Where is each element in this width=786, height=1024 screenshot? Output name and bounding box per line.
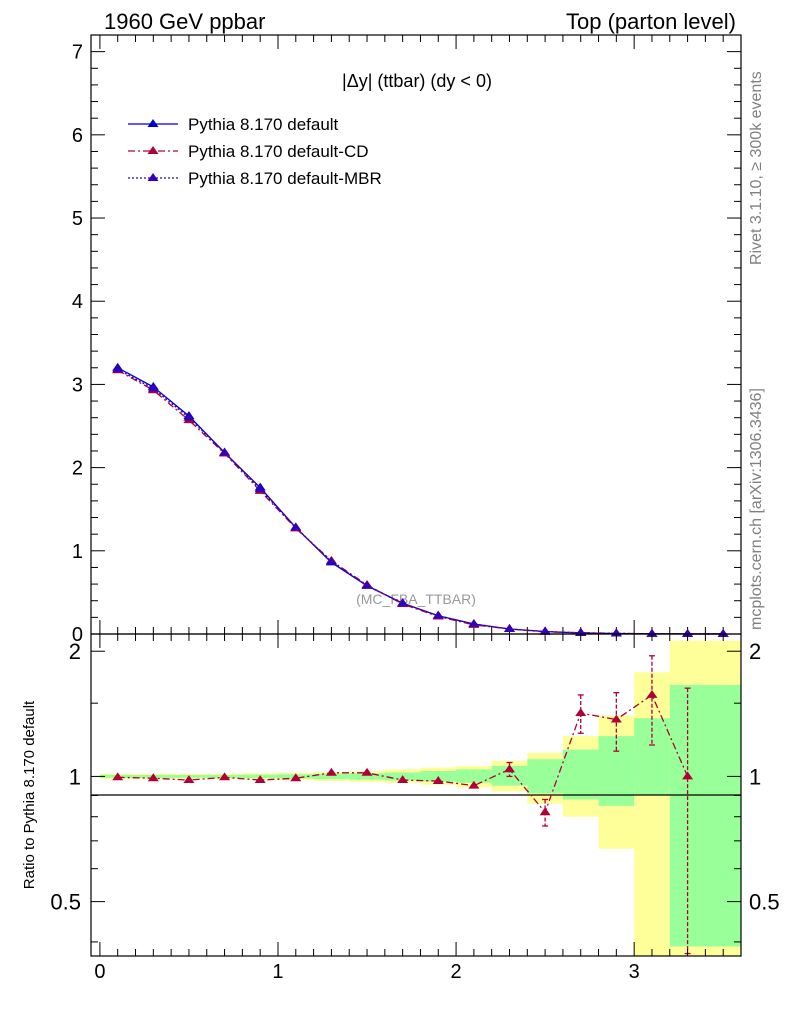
legend-label: Pythia 8.170 default-CD bbox=[188, 142, 369, 161]
legend-marker bbox=[147, 146, 159, 154]
y-tick-label: 7 bbox=[72, 42, 83, 64]
ratio-point bbox=[575, 708, 587, 717]
ratio-point bbox=[610, 714, 622, 723]
ratio-point bbox=[183, 775, 195, 784]
ratio-y-tick-label-right: 2 bbox=[749, 639, 761, 664]
y-tick-label: 3 bbox=[72, 374, 83, 396]
ratio-point bbox=[682, 771, 694, 780]
ratio-y-tick-label: 1 bbox=[69, 764, 81, 789]
series-3-point bbox=[361, 580, 373, 589]
series-3-point bbox=[432, 610, 444, 619]
main-panel: 0 1 2 3 4 5 6 7 |Δy| (ttbar) (dy < 0) (MC_FBA_T… bbox=[72, 34, 742, 646]
band-outer-bin bbox=[634, 672, 670, 956]
series-3-point bbox=[682, 628, 694, 637]
series-3-point bbox=[183, 412, 195, 421]
legend-label: Pythia 8.170 default bbox=[188, 115, 339, 134]
legend-marker bbox=[147, 119, 159, 127]
series-3-point bbox=[539, 626, 551, 635]
series-3-point bbox=[646, 628, 658, 637]
mcplots-label: mcplots.cern.ch [arXiv:1306.3436] bbox=[748, 388, 765, 630]
header-left-label: 1960 GeV ppbar bbox=[104, 9, 265, 34]
band-inner-bin bbox=[669, 684, 741, 947]
x-tick-label: 0 bbox=[94, 961, 105, 983]
ratio-point bbox=[397, 775, 409, 784]
ratio-point bbox=[503, 764, 515, 773]
ratio-series bbox=[112, 655, 694, 955]
main-watermark: (MC_FBA_TTBAR) bbox=[356, 591, 476, 607]
series-3-point bbox=[112, 364, 124, 373]
series-line-3 bbox=[117, 368, 724, 635]
ratio-point bbox=[646, 689, 658, 698]
ratio-ylabel: Ratio to Pythia 8.170 default bbox=[21, 700, 38, 889]
x-tick-label: 1 bbox=[272, 961, 283, 983]
ratio-point bbox=[147, 773, 159, 782]
y-tick-label: 4 bbox=[72, 291, 83, 313]
ratio-y-tick-label-right: 1 bbox=[749, 764, 761, 789]
ratio-point bbox=[219, 772, 231, 781]
y-tick-label: 1 bbox=[72, 541, 83, 563]
ratio-frame bbox=[90, 633, 742, 957]
series-3-point bbox=[290, 522, 302, 531]
ratio-point bbox=[112, 772, 124, 781]
y-tick-label: 6 bbox=[72, 125, 83, 147]
series-3-point bbox=[325, 556, 337, 565]
ratio-panel: 0.5 0.5 1 1 2 2 0 1 2 3 Ratio to Pythia 8.170 def… bbox=[21, 633, 780, 983]
band-inner-bin bbox=[456, 769, 492, 783]
series-3-point bbox=[397, 598, 409, 607]
ratio-point bbox=[325, 767, 337, 776]
ratio-ticks: 0.5 0.5 1 1 2 2 0 1 2 3 bbox=[50, 634, 780, 983]
x-tick-label: 2 bbox=[451, 961, 462, 983]
ratio-y-tick-label-right: 0.5 bbox=[749, 890, 780, 915]
band-inner-bin bbox=[313, 773, 350, 780]
ratio-point bbox=[254, 775, 266, 784]
band-inner-bin bbox=[562, 749, 599, 800]
main-plot-title: |Δy| (ttbar) (dy < 0) bbox=[342, 71, 492, 91]
series-3-point bbox=[717, 629, 729, 637]
legend-marker bbox=[147, 173, 159, 181]
band-inner-bin bbox=[349, 773, 385, 780]
rivet-label: Rivet 3.1.10, ≥ 300k events bbox=[748, 71, 765, 265]
series-3-point bbox=[219, 447, 231, 456]
series-3-point bbox=[147, 383, 159, 392]
ratio-point bbox=[361, 767, 373, 776]
ratio-point bbox=[290, 773, 302, 782]
y-tick-label: 5 bbox=[72, 208, 83, 230]
ratio-y-tick-label: 0.5 bbox=[50, 890, 81, 915]
ratio-point bbox=[468, 780, 480, 789]
y-tick-label: 0 bbox=[72, 624, 83, 646]
ratio-point bbox=[539, 807, 551, 816]
ratio-y-tick-label: 2 bbox=[69, 639, 81, 664]
main-grid-ticks: 0 1 2 3 4 5 6 7 bbox=[72, 34, 741, 646]
legend-label: Pythia 8.170 default-MBR bbox=[188, 169, 382, 188]
legend: Pythia 8.170 default Pythia 8.170 default… bbox=[128, 115, 382, 188]
series-3-point bbox=[468, 619, 480, 627]
ratio-bands bbox=[99, 640, 741, 956]
band-inner-bin bbox=[527, 759, 563, 794]
series-3-point bbox=[503, 624, 515, 632]
y-tick-label: 2 bbox=[72, 458, 83, 480]
header-right-label: Top (parton level) bbox=[566, 9, 736, 34]
ratio-point bbox=[432, 776, 444, 784]
x-tick-label: 3 bbox=[629, 961, 640, 983]
series-3-point bbox=[254, 484, 266, 493]
